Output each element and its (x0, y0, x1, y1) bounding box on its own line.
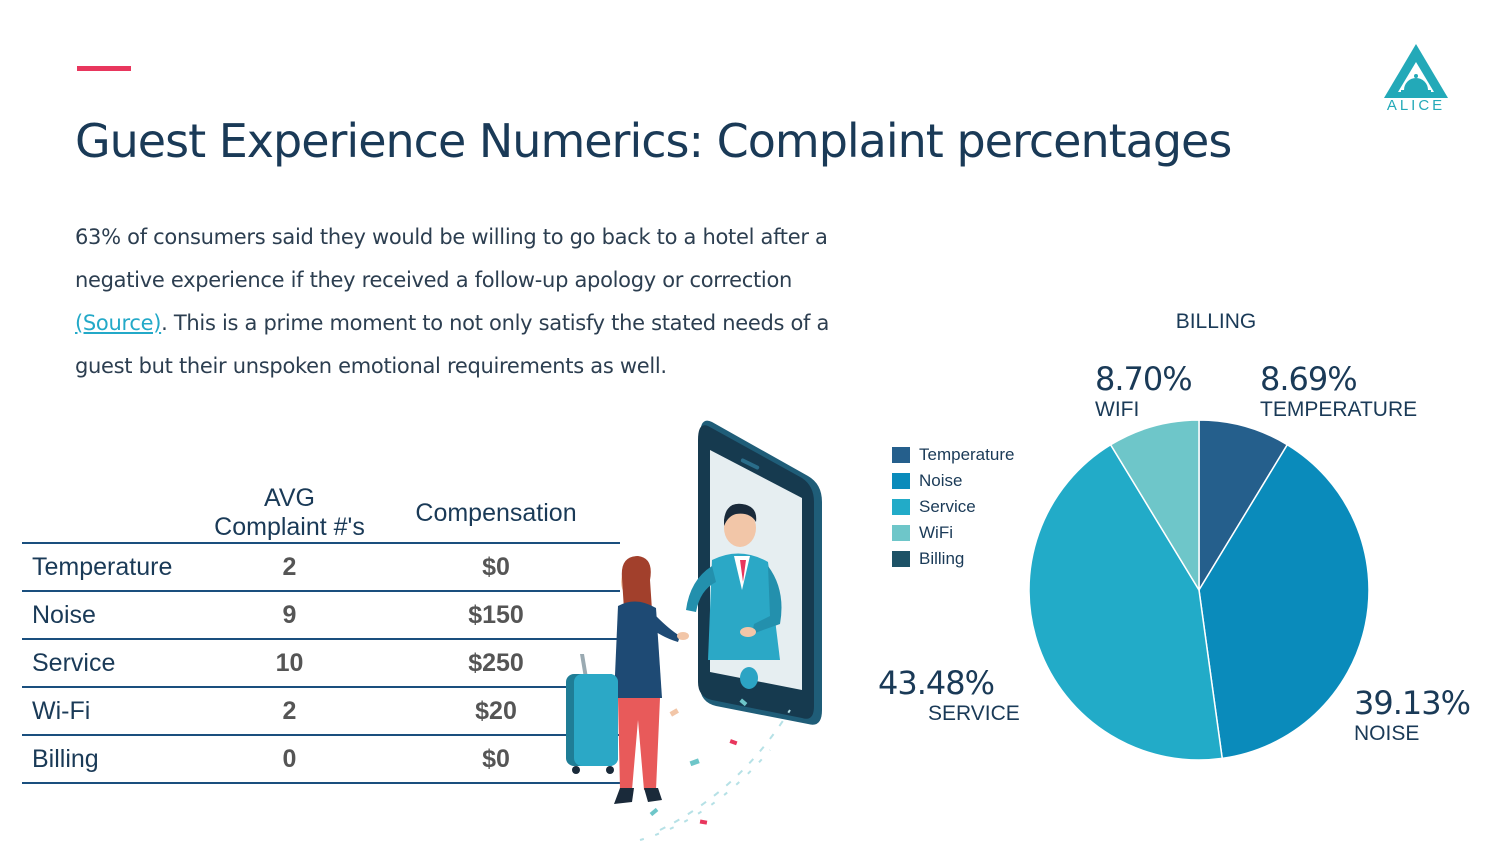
slice-percent-label: 8.70% (1095, 360, 1192, 398)
slice-name-label: BILLING (1176, 310, 1257, 333)
table-row: Noise 9 $150 (22, 591, 620, 640)
pie-slice-noise (1198, 443, 1370, 760)
legend-item: Temperature (892, 442, 1014, 468)
intro-text-1: 63% of consumers said they would be will… (75, 225, 828, 292)
page-title: Guest Experience Numerics: Complaint per… (75, 114, 1232, 168)
row-complaints: 10 (207, 639, 372, 688)
handshake-illustration (566, 420, 822, 841)
slice-name-label: SERVICE (928, 702, 1020, 725)
slice-percent-label: 43.48% (878, 664, 994, 702)
slice-name-label: TEMPERATURE (1260, 398, 1417, 421)
row-complaints: 0 (207, 735, 372, 784)
alice-logo: ALICE (1384, 44, 1448, 114)
row-category: Billing (22, 735, 207, 784)
legend-swatch (892, 447, 910, 463)
slice-name-label: NOISE (1354, 722, 1419, 745)
pie-slice-temperature (1198, 419, 1289, 593)
legend-label: Temperature (919, 445, 1015, 464)
legend-label: Noise (919, 471, 963, 490)
table-row: Temperature 2 $0 (22, 543, 620, 592)
businessman-figure (686, 503, 782, 660)
table-header-compensation: Compensation (372, 484, 620, 544)
accent-bar (77, 66, 131, 71)
legend-item: Service (892, 494, 1014, 520)
intro-paragraph: 63% of consumers said they would be will… (75, 216, 875, 388)
row-category: Temperature (22, 543, 207, 592)
table-row: Service 10 $250 (22, 639, 620, 688)
complaint-pie-chart: 8.69%TEMPERATURE 39.13%NOISE 43.48%SERVICE… (878, 310, 1471, 761)
pie-slice-wifi (1109, 419, 1200, 593)
legend-swatch (892, 499, 910, 515)
row-complaints: 2 (207, 687, 372, 736)
complaints-table: AVG Complaint #'s Compensation Temperatu… (22, 484, 620, 784)
legend-label: WiFi (919, 523, 953, 542)
row-category: Wi-Fi (22, 687, 207, 736)
table-header-row: AVG Complaint #'s Compensation (22, 484, 620, 544)
table-header-complaints: AVG Complaint #'s (207, 484, 372, 544)
confetti-decoration (639, 698, 791, 841)
suitcase-icon (566, 654, 618, 774)
table-row: Billing 0 $0 (22, 735, 620, 784)
legend-label: Billing (919, 549, 965, 568)
slice-percent-label: 39.13% (1354, 684, 1470, 722)
row-category: Noise (22, 591, 207, 640)
legend-swatch (892, 525, 910, 541)
legend-label: Service (919, 497, 976, 516)
legend-swatch (892, 473, 910, 489)
row-compensation: $0 (372, 543, 620, 592)
cloche-icon (1404, 78, 1428, 90)
logo-text: ALICE (1387, 97, 1445, 114)
legend-item: Noise (892, 468, 1014, 494)
slice-percent-label: 8.69% (1260, 360, 1357, 398)
source-link[interactable]: (Source) (75, 311, 162, 335)
row-compensation: $150 (372, 591, 620, 640)
row-category: Service (22, 639, 207, 688)
woman-figure (614, 556, 689, 804)
table-row: Wi-Fi 2 $20 (22, 687, 620, 736)
legend-item: Billing (892, 546, 1014, 572)
row-complaints: 9 (207, 591, 372, 640)
legend-swatch (892, 551, 910, 567)
row-compensation: $250 (372, 639, 620, 688)
intro-text-2: . This is a prime moment to not only sat… (75, 311, 830, 378)
row-complaints: 2 (207, 543, 372, 592)
slice-name-label: WIFI (1095, 398, 1139, 421)
table-header-blank (22, 484, 207, 544)
chart-legend: Temperature Noise Service WiFi Billing (892, 442, 1014, 572)
legend-item: WiFi (892, 520, 1014, 546)
pie-slice-service (1028, 443, 1224, 761)
